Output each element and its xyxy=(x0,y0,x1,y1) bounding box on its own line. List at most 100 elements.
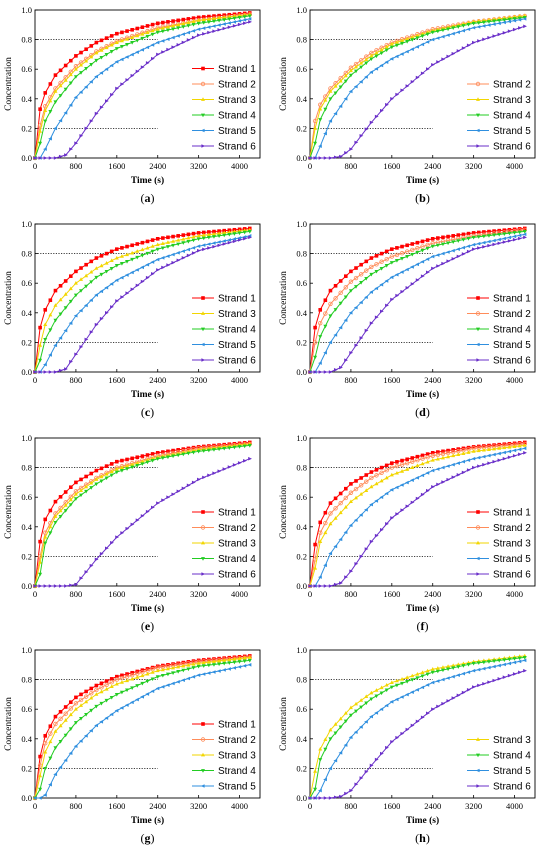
data-point-marker xyxy=(333,582,338,587)
data-point-marker xyxy=(211,670,216,674)
data-point-marker xyxy=(89,119,94,123)
data-point-marker xyxy=(125,457,129,462)
data-point-marker xyxy=(435,666,440,670)
data-point-marker xyxy=(502,20,506,25)
data-point-marker xyxy=(379,108,384,113)
data-point-marker xyxy=(181,21,186,26)
data-point-marker xyxy=(328,89,333,93)
data-point-marker xyxy=(420,42,425,47)
data-point-marker xyxy=(197,477,201,482)
data-point-marker xyxy=(89,563,94,568)
data-point-marker xyxy=(104,251,109,256)
data-point-marker xyxy=(328,370,333,374)
data-point-marker xyxy=(68,274,73,278)
data-point-marker xyxy=(43,91,48,95)
subplot-d: 0.00.20.40.60.81.00 800 1600 2400 3200 4000Ti… xyxy=(279,219,536,419)
data-point-marker xyxy=(145,251,150,256)
data-point-marker xyxy=(435,29,440,34)
data-point-marker xyxy=(145,509,150,514)
data-point-marker xyxy=(502,18,507,22)
data-point-marker xyxy=(125,29,129,33)
data-point-marker xyxy=(216,669,221,673)
data-point-marker xyxy=(69,583,73,588)
data-point-marker xyxy=(119,262,124,266)
x-tick-label: 1600 xyxy=(108,161,125,171)
data-point-marker xyxy=(160,39,165,43)
data-point-marker xyxy=(78,697,84,703)
data-point-marker xyxy=(69,359,73,364)
data-point-marker xyxy=(201,660,206,665)
data-point-marker xyxy=(364,259,369,264)
data-point-marker xyxy=(165,683,170,687)
data-point-marker xyxy=(395,735,400,740)
data-point-marker xyxy=(104,687,109,691)
x-tick-label: 4000 xyxy=(506,801,523,811)
data-point-marker xyxy=(114,60,119,64)
data-point-marker xyxy=(171,19,175,23)
data-point-marker xyxy=(410,500,415,505)
data-point-marker xyxy=(420,670,425,674)
data-point-marker xyxy=(477,683,481,688)
data-point-marker xyxy=(207,246,212,250)
data-point-marker xyxy=(323,324,328,329)
data-point-marker xyxy=(191,662,196,666)
data-point-marker xyxy=(181,668,186,673)
data-point-marker xyxy=(353,518,358,522)
data-point-marker xyxy=(394,272,399,277)
data-point-marker xyxy=(430,458,435,462)
y-tick-label: 1.0 xyxy=(21,219,32,229)
data-point-marker xyxy=(114,470,119,475)
data-point-marker xyxy=(78,308,83,313)
data-point-marker xyxy=(58,508,63,513)
data-point-marker xyxy=(170,681,175,686)
x-tick-label: 800 xyxy=(70,375,83,385)
data-point-marker xyxy=(186,20,191,24)
data-point-marker xyxy=(475,342,480,347)
legend-item: Strand 3 xyxy=(192,95,256,106)
data-point-marker xyxy=(84,58,89,63)
data-point-marker xyxy=(394,485,399,490)
data-point-marker xyxy=(38,358,43,363)
data-point-marker xyxy=(430,468,435,473)
series-strand-3 xyxy=(308,443,527,588)
data-point-marker xyxy=(243,458,247,463)
data-point-marker xyxy=(119,45,124,49)
data-point-marker xyxy=(196,15,201,20)
data-point-marker xyxy=(440,451,446,457)
data-point-marker xyxy=(318,539,323,543)
data-point-marker xyxy=(43,541,48,546)
subfigure-caption: (b) xyxy=(415,191,430,205)
data-point-marker xyxy=(353,275,359,281)
data-point-marker xyxy=(84,337,89,342)
data-point-marker xyxy=(385,522,389,526)
data-point-marker xyxy=(369,57,374,62)
data-point-marker xyxy=(140,673,145,678)
data-point-marker xyxy=(374,481,379,486)
data-point-marker xyxy=(374,67,379,71)
data-point-marker xyxy=(166,20,170,24)
data-point-marker xyxy=(104,45,109,50)
data-point-marker xyxy=(400,681,405,686)
data-point-marker xyxy=(456,693,461,698)
data-point-marker xyxy=(477,39,481,43)
data-point-marker xyxy=(338,104,343,108)
data-point-marker xyxy=(237,445,242,449)
data-point-marker xyxy=(99,263,104,268)
data-point-marker xyxy=(507,444,512,449)
data-point-marker xyxy=(451,448,455,452)
data-point-marker xyxy=(48,724,53,729)
data-point-marker xyxy=(38,539,42,544)
data-point-marker xyxy=(410,35,415,39)
data-point-marker xyxy=(323,530,328,535)
data-point-marker xyxy=(369,697,374,702)
data-point-marker xyxy=(43,517,48,522)
legend-label: Strand 4 xyxy=(218,325,256,336)
plot-frame xyxy=(309,437,536,587)
y-tick-label: 1.0 xyxy=(21,5,32,15)
data-point-marker xyxy=(476,235,481,239)
data-point-marker xyxy=(114,264,119,268)
data-point-marker xyxy=(200,81,206,87)
data-point-marker xyxy=(145,671,150,676)
series-strand-5 xyxy=(32,234,252,374)
